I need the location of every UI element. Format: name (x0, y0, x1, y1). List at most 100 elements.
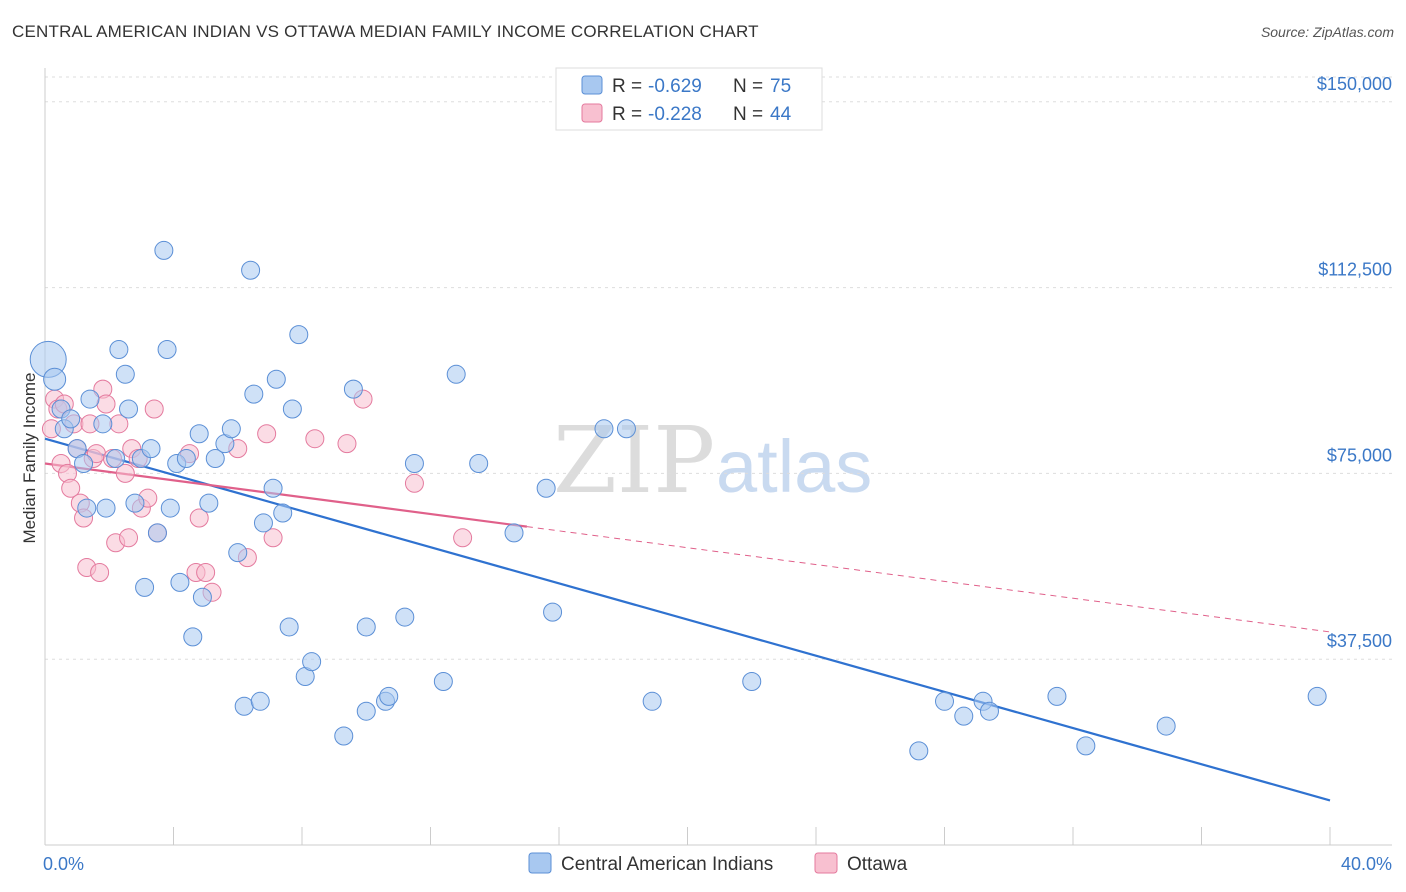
central-american-indian-point (356, 617, 376, 637)
central-american-indian-point (379, 686, 399, 706)
central-american-indian-point (343, 379, 363, 399)
legend-n-value: 44 (770, 104, 792, 125)
y-tick-label: $150,000 (1317, 74, 1392, 94)
central-american-indian-point (176, 449, 196, 469)
central-american-indian-point (979, 701, 999, 721)
central-american-indian-point (192, 587, 212, 607)
central-american-indian-point (74, 453, 94, 473)
central-american-indian-point (543, 602, 563, 622)
series-legend-swatch-pink (814, 852, 838, 874)
central-american-indian-point (96, 498, 116, 518)
central-american-indian-point (241, 260, 261, 280)
legend-n-label: N = (733, 76, 763, 97)
legend-r-value: -0.228 (648, 104, 702, 125)
central-american-indian-point (289, 325, 309, 345)
central-american-indian-point (935, 691, 954, 711)
series-legend: Central American Indians Ottawa (528, 852, 908, 875)
legend-r-value: -0.629 (648, 76, 702, 97)
central-american-indian-point (170, 572, 190, 592)
central-american-indian-point (61, 409, 81, 429)
ottawa-point (196, 562, 216, 582)
gridlines (45, 76, 1392, 660)
central-american-indian-point (183, 627, 203, 647)
ottawa-trendline-dashed (526, 526, 1331, 633)
ottawa-point (119, 528, 139, 548)
central-american-indian-point (263, 478, 283, 498)
central-american-indian-point (205, 449, 225, 469)
central-american-indian-point (228, 543, 248, 563)
central-american-indian-point (199, 493, 219, 513)
ottawa-point (453, 528, 473, 548)
axes (44, 68, 1392, 846)
central-american-indian-point (125, 493, 145, 513)
y-tick-label: $75,000 (1327, 445, 1392, 465)
ottawa-point (189, 508, 209, 528)
central-american-indian-point (106, 449, 126, 469)
central-american-indian-point (253, 513, 273, 533)
watermark-atlas: atlas (716, 425, 872, 508)
central-american-indian-point (616, 419, 636, 439)
central-american-indian-point (43, 367, 67, 391)
central-american-indian-point (273, 503, 293, 523)
central-american-indian-point (221, 419, 241, 439)
central-american-indian-point (250, 691, 270, 711)
ottawa-point (263, 528, 283, 548)
ottawa-point (96, 394, 116, 414)
central-american-indian-point (80, 389, 100, 409)
central-american-indian-point (404, 453, 424, 473)
central-american-indian-point (157, 340, 177, 360)
legend-swatch-blue (581, 75, 603, 95)
legend-swatch-pink (581, 103, 603, 123)
chart-title: CENTRAL AMERICAN INDIAN VS OTTAWA MEDIAN… (12, 22, 759, 41)
y-tick-label: $112,500 (1318, 260, 1392, 280)
central-american-indian-point (356, 701, 376, 721)
central-american-indian-point (279, 617, 299, 637)
central-american-indian-point (109, 340, 129, 360)
ottawa-point (257, 424, 277, 444)
central-american-indian-point (909, 741, 929, 761)
central-american-indian-trendline (44, 437, 1331, 802)
central-american-indian-point (244, 384, 264, 404)
central-american-indian-point (1076, 736, 1096, 756)
central-american-indian-point (433, 671, 453, 691)
central-american-indian-point (135, 577, 155, 597)
legend-r-label: R = (612, 76, 642, 97)
central-american-indian-point (302, 652, 322, 672)
central-american-indian-point (1047, 686, 1067, 706)
ottawa-point (144, 399, 164, 419)
central-american-indian-point (504, 523, 524, 543)
y-axis-title: Median Family Income (20, 372, 39, 543)
series-legend-label-blue: Central American Indians (561, 854, 773, 875)
central-american-indian-point (154, 240, 174, 260)
central-american-indian-point (642, 691, 662, 711)
central-american-indian-point (395, 607, 415, 627)
central-american-indian-points (29, 240, 1327, 761)
ottawa-point (61, 478, 81, 498)
central-american-indian-point (282, 399, 302, 419)
central-american-indian-point (234, 696, 254, 716)
ottawa-point (337, 434, 357, 454)
stats-legend: R = -0.629 N = 75 R = -0.228 N = 44 (555, 67, 823, 131)
central-american-indian-point (141, 439, 161, 459)
legend-n-value: 75 (770, 76, 791, 97)
x-tick-label-min: 0.0% (43, 854, 84, 874)
legend-r-label: R = (612, 104, 642, 125)
x-ticks (44, 827, 1331, 845)
ottawa-point (305, 429, 325, 449)
central-american-indian-point (742, 671, 762, 691)
central-american-indian-point (446, 364, 466, 384)
central-american-indian-point (160, 498, 180, 518)
ottawa-point (115, 463, 135, 483)
series-legend-swatch-blue (528, 852, 552, 874)
watermark-zip: ZIP (553, 407, 715, 514)
central-american-indian-point (119, 399, 139, 419)
central-american-indian-point (469, 453, 489, 473)
x-tick-label-max: 40.0% (1341, 854, 1392, 874)
ottawa-point (404, 473, 424, 493)
source-credit: Source: ZipAtlas.com (1260, 24, 1394, 40)
y-tick-label: $37,500 (1327, 631, 1392, 651)
central-american-indian-point (1307, 686, 1327, 706)
central-american-indian-point (594, 419, 614, 439)
central-american-indian-point (954, 706, 974, 726)
